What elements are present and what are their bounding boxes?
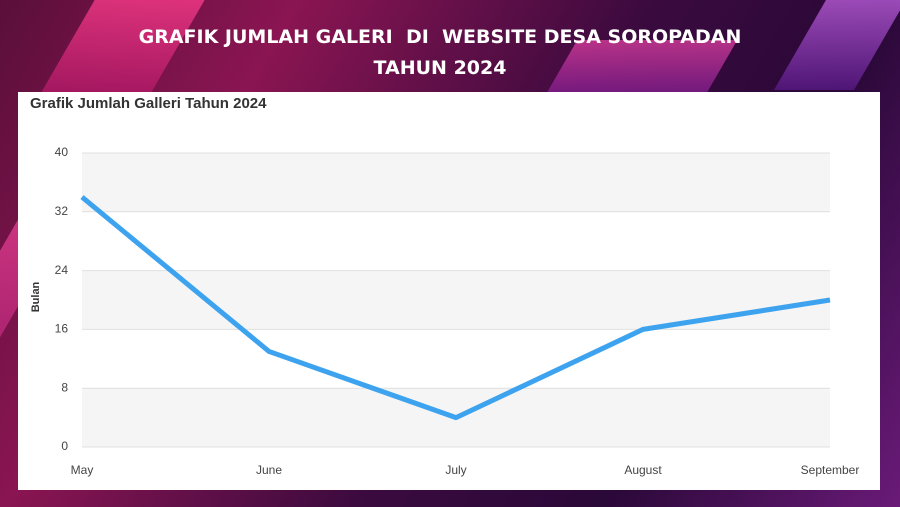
plot-band	[82, 270, 830, 330]
chart-panel: Grafik Jumlah Galleri Tahun 2024 Bulan 0…	[18, 92, 880, 490]
chart-title: Grafik Jumlah Galleri Tahun 2024	[30, 95, 267, 112]
y-tick-label: 40	[55, 145, 69, 159]
x-tick-label: September	[801, 463, 860, 477]
y-tick-label: 24	[55, 263, 69, 277]
x-tick-label: July	[445, 463, 466, 477]
x-tick-label: May	[71, 463, 94, 477]
x-tick-label: August	[624, 463, 662, 477]
y-tick-label: 0	[61, 439, 68, 453]
line-series	[80, 195, 831, 421]
plot-band	[82, 153, 830, 212]
y-tick-label: 16	[55, 322, 69, 336]
y-axis-label: Bulan	[30, 281, 42, 312]
decoration	[774, 0, 900, 90]
y-tick-label: 32	[55, 204, 69, 218]
slide-title: GRAFIK JUMLAH GALERI DI WEBSITE DESA SOR…	[138, 26, 749, 79]
x-tick-label: June	[256, 463, 282, 477]
chart: Grafik Jumlah Galleri Tahun 2024 Bulan 0…	[30, 95, 860, 477]
y-tick-label: 8	[61, 380, 68, 394]
